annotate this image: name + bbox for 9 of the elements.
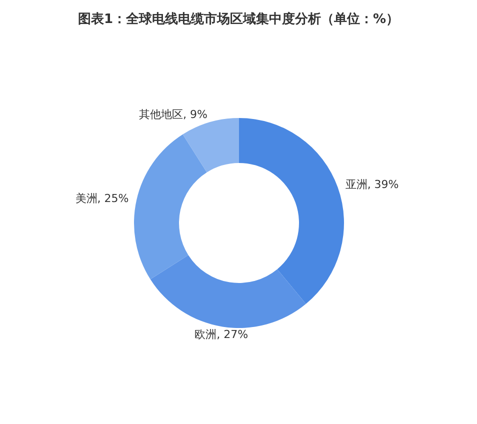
- chart-title: 图表1：全球电线电缆市场区域集中度分析（单位：%）: [76, 10, 400, 28]
- slice-label: 欧洲, 27%: [194, 328, 248, 342]
- slice-label: 亚洲, 39%: [345, 178, 399, 192]
- donut-slice: [134, 134, 207, 280]
- donut-slice: [150, 255, 306, 328]
- slice-label: 美洲, 25%: [75, 192, 129, 205]
- donut-slice: [239, 118, 344, 304]
- slice-label: 其他地区, 9%: [139, 108, 208, 121]
- donut-slice: [182, 118, 239, 172]
